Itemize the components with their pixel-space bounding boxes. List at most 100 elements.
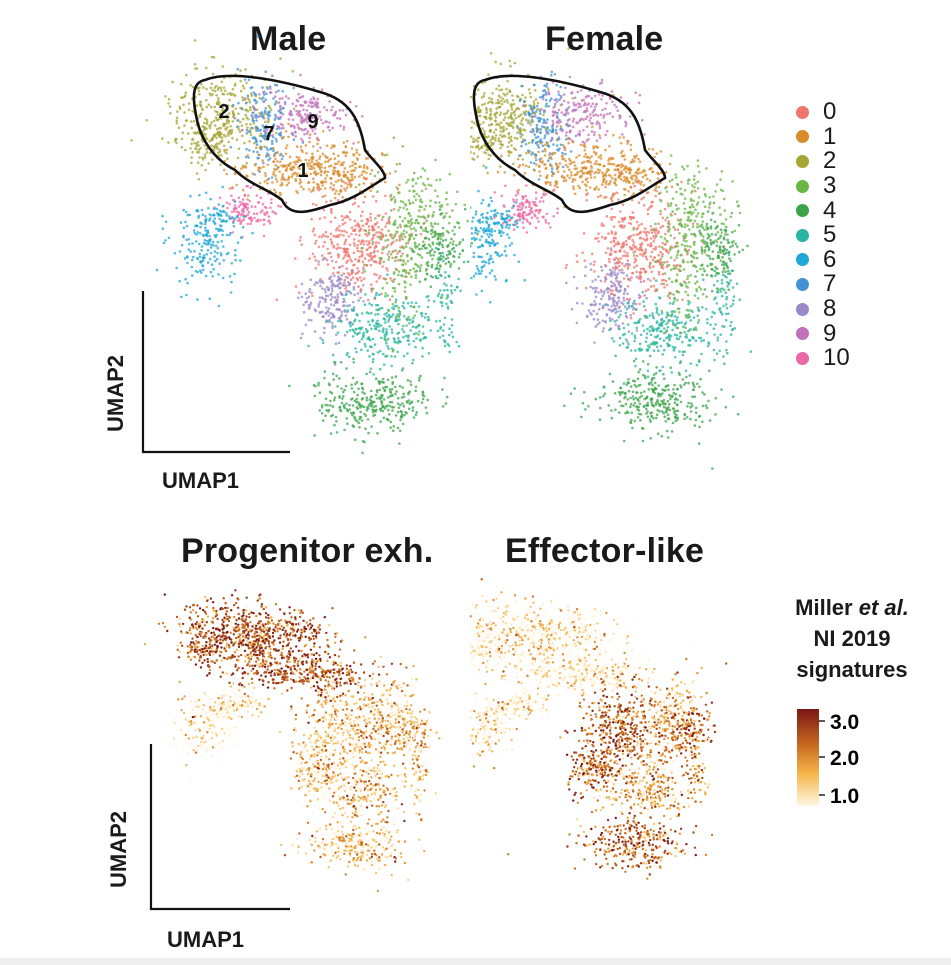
cell-point [333, 216, 337, 219]
cell-point [532, 83, 536, 87]
cell-point [383, 318, 387, 321]
cell-point [196, 298, 199, 301]
cell-point [484, 275, 488, 279]
cell-point [196, 270, 200, 274]
cell-point [622, 254, 625, 258]
cell-point [550, 167, 554, 171]
cell-point [441, 405, 445, 408]
cell-point [216, 113, 219, 116]
cell-point [437, 256, 441, 259]
cell-point [167, 236, 171, 240]
cell-point [223, 109, 226, 113]
cell-point [336, 226, 339, 230]
cell-point [309, 116, 313, 120]
cell-point [394, 375, 398, 378]
cell-point [543, 136, 546, 140]
cell-point [309, 278, 313, 282]
cell-point [513, 253, 516, 257]
cell-point [291, 118, 295, 121]
cell-point [521, 212, 525, 215]
cell-point [270, 201, 273, 205]
cell-point [410, 227, 413, 231]
cell-point [272, 171, 276, 174]
cell-point [416, 177, 420, 180]
cell-point [349, 183, 352, 186]
cell-point [391, 350, 395, 353]
cell-point [300, 243, 304, 246]
cell-point [611, 215, 614, 219]
cell-point [351, 322, 355, 326]
cell-point [245, 161, 248, 165]
cell-point [648, 262, 652, 266]
cell-point [311, 294, 314, 298]
cell-point [540, 196, 543, 199]
cell-point [640, 197, 643, 201]
cell-point [614, 231, 618, 234]
cell-point [392, 136, 396, 139]
cell-point [320, 406, 324, 409]
cell-point [369, 189, 373, 192]
cell-point [390, 331, 394, 334]
cell-point [518, 202, 522, 206]
cell-point [214, 110, 217, 113]
cell-point [251, 172, 254, 175]
cell-point [299, 159, 302, 162]
cell-point [634, 259, 638, 262]
cell-point [274, 174, 277, 177]
cell-point [421, 167, 425, 170]
cell-point [553, 102, 557, 106]
cell-point [210, 144, 213, 147]
cell-point [579, 105, 583, 108]
cell-point [386, 378, 390, 382]
cell-point [185, 119, 188, 122]
cell-point [204, 156, 207, 159]
cell-point [639, 230, 642, 234]
cell-point [369, 216, 372, 219]
cell-point [318, 157, 321, 160]
cell-point [566, 119, 570, 122]
cell-point [406, 253, 409, 257]
cell-point [470, 145, 472, 148]
highlight-outline [192, 74, 387, 214]
cell-point [418, 269, 422, 273]
cell-point [375, 280, 379, 283]
cell-point [623, 193, 626, 197]
cell-point [259, 146, 263, 149]
cell-point [526, 220, 529, 223]
cell-point [387, 347, 390, 350]
cell-point [441, 334, 445, 338]
cell-point [430, 263, 434, 267]
cell-point [373, 174, 377, 178]
cell-point [352, 357, 355, 361]
cell-point [350, 387, 354, 390]
cell-point [344, 275, 348, 279]
cell-point [404, 242, 408, 245]
cell-point [476, 144, 480, 147]
cell-point [356, 271, 359, 275]
cell-point [333, 274, 336, 278]
cell-point [604, 182, 607, 185]
cell-point [642, 237, 645, 241]
cell-point [410, 301, 414, 304]
cell-point [369, 212, 372, 216]
cell-point [589, 173, 592, 176]
cell-point [200, 271, 203, 274]
cell-point [366, 349, 370, 352]
cell-point [373, 413, 377, 417]
cell-point [361, 391, 364, 394]
cell-point [390, 197, 394, 201]
cell-point [627, 190, 630, 193]
cell-point [587, 94, 591, 98]
cell-point [329, 232, 333, 236]
cell-point [396, 402, 400, 405]
cell-point [403, 290, 407, 293]
cell-point [514, 220, 517, 224]
cell-point [280, 111, 283, 114]
cell-point [659, 150, 663, 153]
cell-point [219, 252, 223, 255]
cell-point [555, 125, 559, 128]
cell-point [564, 112, 567, 115]
cell-point [254, 146, 258, 149]
cell-point [483, 92, 486, 95]
cell-point [339, 409, 343, 413]
